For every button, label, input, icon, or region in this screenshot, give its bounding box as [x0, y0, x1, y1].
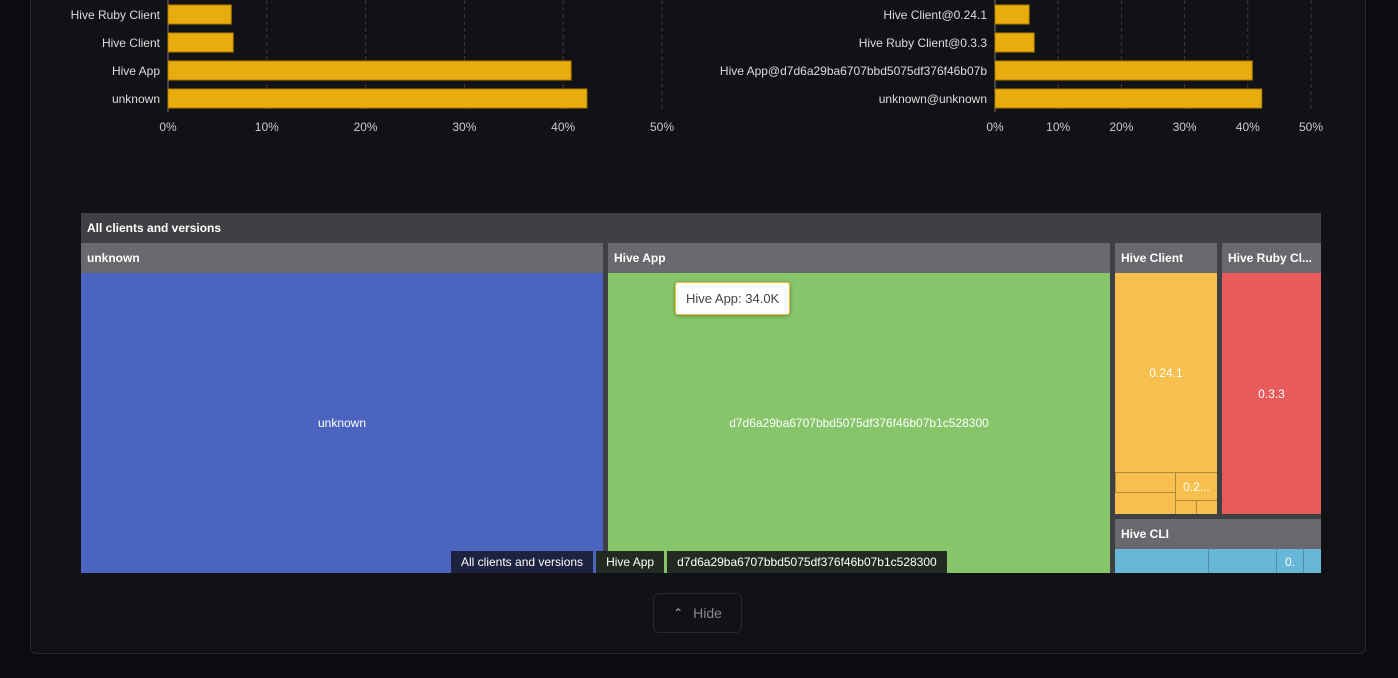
treemap-tooltip: Hive App: 34.0K	[675, 282, 791, 315]
group-header-hive-ruby-client[interactable]: Hive Ruby Cl...	[1222, 243, 1321, 273]
cell-hive-client-0.2[interactable]: 0.2...	[1176, 473, 1217, 501]
x-tick-label: 20%	[1109, 120, 1133, 134]
clients-treemap[interactable]: All clients and versions unknown unknown…	[81, 213, 1321, 573]
bar[interactable]	[994, 60, 1253, 81]
cell-unknown[interactable]: unknown	[81, 273, 603, 573]
cell-hive-client-0.24.1[interactable]: 0.24.1	[1115, 273, 1217, 473]
client-versions-bar-chart: 0% 10% 20% 30% 40% 50% Hive Client@0.24.1 Hive …	[700, 0, 1398, 140]
category-label: Hive Client	[102, 36, 161, 50]
x-tick-label: 40%	[551, 120, 575, 134]
group-header-hive-client[interactable]: Hive Client	[1115, 243, 1217, 273]
category-label: Hive Ruby Client	[71, 8, 161, 22]
x-tick-label: 30%	[452, 120, 476, 134]
bar[interactable]	[994, 88, 1263, 109]
category-label: Hive App@d7d6a29ba6707bbd5075df376f46b07…	[720, 64, 987, 78]
cell-label: d7d6a29ba6707bbd5075df376f46b07b1c528300	[729, 416, 989, 430]
bar[interactable]	[167, 88, 588, 109]
x-tick-label: 30%	[1173, 120, 1197, 134]
x-tick-label: 40%	[1236, 120, 1260, 134]
chevron-up-icon: ⌃	[673, 606, 684, 620]
cell-hive-client-small[interactable]	[1115, 493, 1176, 514]
category-label: Hive Client@0.24.1	[883, 8, 987, 22]
hide-label: Hide	[693, 605, 722, 621]
group-header-hive-app[interactable]: Hive App	[608, 243, 1110, 273]
x-tick-label: 20%	[354, 120, 378, 134]
cell-label: 0.2...	[1183, 479, 1210, 494]
cell-hive-ruby-client-0.3.3[interactable]: 0.3.3	[1222, 273, 1321, 514]
cell-label: 0.24.1	[1149, 365, 1183, 380]
category-label: Hive App	[112, 64, 160, 78]
bar[interactable]	[167, 32, 234, 53]
cell-hive-client-small[interactable]	[1197, 501, 1217, 514]
bar[interactable]	[167, 60, 572, 81]
cell-hive-cli[interactable]: 0.	[1277, 549, 1304, 573]
cell-label: 0.3.3	[1258, 386, 1285, 401]
x-tick-label: 50%	[650, 120, 674, 134]
cell-label: unknown	[317, 416, 367, 430]
hide-button[interactable]: ⌃ Hide	[653, 593, 742, 633]
x-tick-label: 50%	[1299, 120, 1323, 134]
bar[interactable]	[994, 32, 1035, 53]
clients-bar-chart: 0% 10% 20% 30% 40% 50% Hive Ruby Client Hive Cl…	[0, 0, 700, 140]
treemap-root-header[interactable]: All clients and versions	[81, 213, 1321, 243]
x-tick-label: 0%	[986, 120, 1004, 134]
category-label: unknown@unknown	[879, 92, 987, 106]
category-label: Hive Ruby Client@0.3.3	[859, 36, 988, 50]
x-tick-label: 0%	[159, 120, 177, 134]
cell-hive-cli[interactable]	[1304, 549, 1321, 573]
x-tick-label: 10%	[255, 120, 279, 134]
cell-hive-app[interactable]: d7d6a29ba6707bbd5075df376f46b07b1c528300	[608, 273, 1110, 573]
bar[interactable]	[167, 4, 232, 25]
cell-label: 0.	[1284, 555, 1295, 569]
bar[interactable]	[994, 4, 1030, 25]
category-label: unknown	[112, 92, 160, 106]
x-tick-label: 10%	[1046, 120, 1070, 134]
cell-hive-cli[interactable]	[1209, 549, 1277, 573]
group-header-hive-cli[interactable]: Hive CLI	[1115, 519, 1321, 549]
breadcrumb-version[interactable]: d7d6a29ba6707bbd5075df376f46b07b1c528300	[667, 551, 947, 573]
group-header-unknown[interactable]: unknown	[81, 243, 603, 273]
cell-hive-client-small[interactable]	[1176, 501, 1197, 514]
treemap-breadcrumb: All clients and versions Hive App d7d6a2…	[451, 551, 947, 573]
cell-hive-client-small[interactable]	[1115, 473, 1176, 493]
cell-hive-cli[interactable]	[1115, 549, 1209, 573]
breadcrumb-hive-app[interactable]: Hive App	[596, 551, 668, 573]
breadcrumb-root[interactable]: All clients and versions	[451, 551, 597, 573]
